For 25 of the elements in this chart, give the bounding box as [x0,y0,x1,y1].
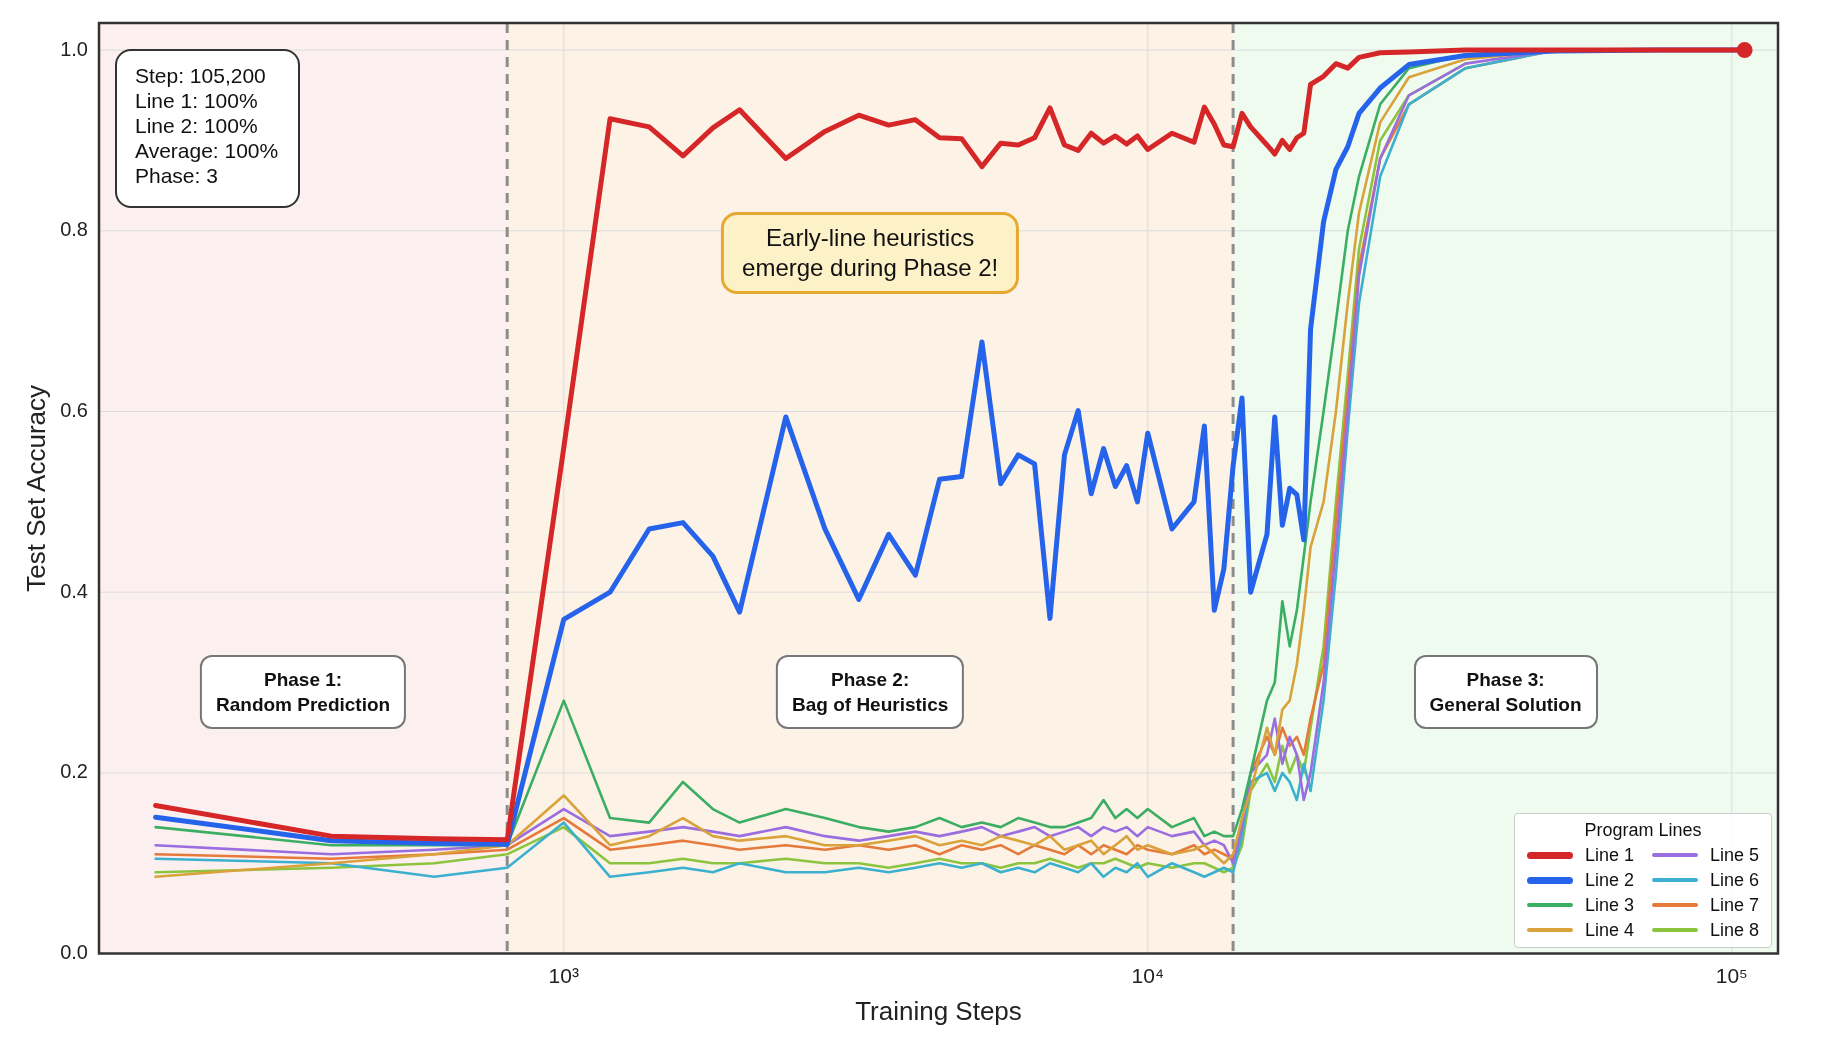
legend-label: Line 8 [1709,919,1759,941]
legend-label: Line 6 [1709,869,1759,891]
legend-title: Program Lines [1583,819,1703,841]
legend-label: Line 1 [1584,844,1634,866]
band-label: Phase 3: General Solution [1413,654,1598,729]
y-tick-label: 0.2 [60,760,88,783]
annotation: Step: 105,200 Line 1: 100% Line 2: 100% Average: 100% Phase: 3 [115,49,301,208]
legend-label: Line 2 [1584,869,1634,891]
legend-label: Line 5 [1709,844,1759,866]
x-axis-title: Training Steps [855,995,1022,1026]
legend-label: Line 7 [1709,894,1759,916]
y-tick-label: 0.8 [60,218,88,241]
y-tick-label: 0.4 [60,579,88,602]
x-tick-label: 10⁵ [1715,964,1748,987]
legend-label: Line 3 [1584,894,1634,916]
y-tick-label: 0.0 [60,941,88,964]
annotation: Early-line heuristics emerge during Phase 2! [721,212,1020,295]
y-tick-label: 1.0 [60,37,88,60]
band-label: Phase 2: Bag of Heuristics [776,654,965,729]
legend-label: Line 4 [1584,919,1634,941]
y-axis-title: Test Set Accuracy [20,384,51,592]
x-tick-label: 10⁴ [1131,964,1164,987]
band-label: Phase 1: Random Prediction [200,654,407,729]
y-tick-label: 0.6 [60,399,88,422]
x-tick-label: 10³ [548,964,579,987]
